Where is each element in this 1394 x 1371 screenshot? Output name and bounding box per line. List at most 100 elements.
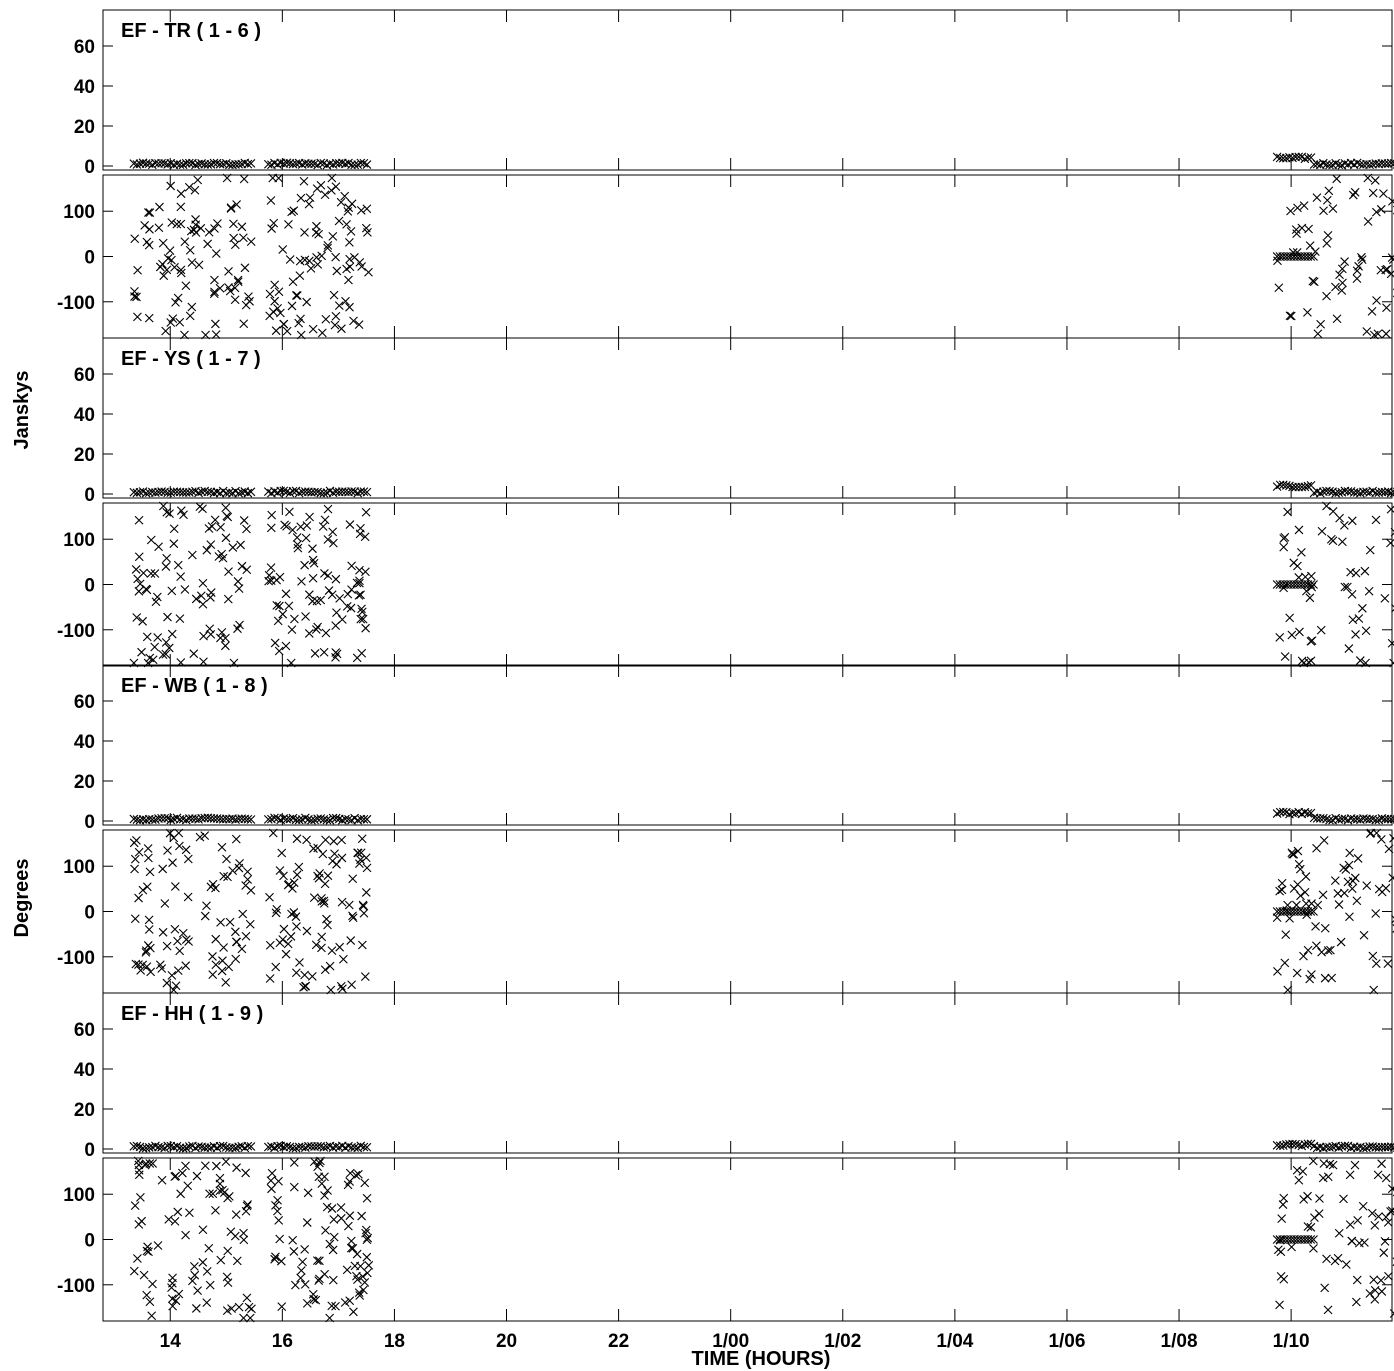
panel-title: EF - HH ( 1 - 9 ) [121,1003,263,1025]
data-point [331,1301,340,1311]
data-point [1292,229,1302,238]
data-point [206,540,216,550]
data-point [187,550,197,560]
data-point [147,1311,157,1321]
x-tick-label: 18 [384,1331,405,1352]
data-point [1308,1156,1318,1166]
data-point [1312,193,1322,203]
data-point [348,874,358,884]
data-point [359,908,369,918]
data-point [216,1255,226,1265]
data-point [311,1295,321,1305]
data-point [167,255,176,265]
x-tick-label: 20 [496,1331,517,1352]
data-point [1278,807,1288,817]
data-point [1382,303,1391,313]
data-point [364,267,373,277]
data-point [211,330,221,339]
data-point [1328,1160,1338,1170]
data-point [1299,1195,1309,1204]
data-point [1330,876,1340,886]
data-point [362,1193,372,1203]
data-point [242,524,251,534]
data-point [169,833,179,843]
data-point [216,633,225,643]
data-point [353,1275,362,1284]
data-point [1294,573,1304,582]
data-point [1374,1212,1383,1221]
data-point [211,1205,220,1215]
data-point [362,863,372,873]
data-point [161,637,171,647]
data-point [228,866,238,876]
data-point [184,182,194,192]
data-point [1345,1220,1355,1229]
data-point [336,197,346,207]
data-point [224,1191,234,1201]
amplitude-frame [102,664,1393,826]
data-point [345,1177,355,1186]
data-point [160,813,170,823]
data-point [356,614,366,624]
data-point [191,1304,201,1313]
data-point [246,1142,256,1151]
data-point [335,594,345,603]
data-point [332,266,342,276]
data-point [181,1230,190,1240]
data-point [129,487,139,497]
data-point [206,593,215,602]
data-point [300,227,309,237]
data-point [241,931,251,941]
data-point [361,1228,370,1238]
data-point [356,205,366,215]
data-point [1319,1159,1329,1168]
x-tick-label: 16 [272,1331,293,1352]
data-point [243,488,253,498]
data-point [1364,586,1374,596]
data-point [311,228,321,237]
data-point [198,504,207,514]
data-point [1285,913,1294,923]
data-point [1389,814,1394,824]
data-point [137,647,146,657]
data-point [129,658,139,668]
data-point [230,283,240,293]
data-point [292,291,302,300]
data-point [218,1141,228,1151]
data-point [347,561,357,571]
y-tick-label: -100 [57,1276,95,1297]
data-point [144,240,154,250]
data-point [304,629,314,638]
data-point [1287,1242,1296,1252]
data-point [318,522,328,531]
data-point [136,1192,145,1202]
data-point [356,848,366,858]
y-tick-label: 40 [74,77,95,98]
data-point [1365,1289,1375,1298]
data-point [1381,883,1391,893]
data-point [275,1234,285,1244]
data-point [1331,158,1341,168]
data-point [176,572,186,582]
data-point [266,1176,276,1185]
data-point [266,563,276,572]
data-point [323,535,333,544]
data-point [242,1201,252,1211]
data-point [1352,158,1362,168]
data-point [323,240,333,250]
data-point [210,224,219,233]
data-point [200,159,210,169]
data-point [271,908,281,918]
data-point [237,944,247,954]
data-point [291,968,301,978]
data-point [158,927,168,937]
data-point [331,813,341,823]
data-point [279,871,288,881]
data-point [221,1157,231,1167]
data-point [325,1239,335,1249]
data-point [193,175,203,185]
data-point [1309,1235,1318,1244]
data-point [1280,532,1290,542]
data-point [143,941,153,950]
data-point [185,245,195,255]
